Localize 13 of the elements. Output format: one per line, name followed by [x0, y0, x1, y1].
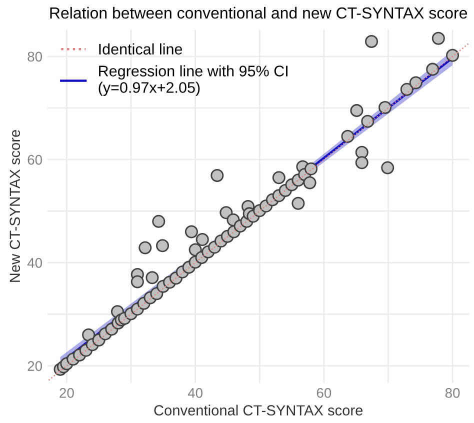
- y-tick-label: 60: [28, 154, 42, 165]
- x-tick-label: 60: [316, 388, 332, 398]
- legend-label: Identical line: [99, 43, 182, 55]
- y-axis-title: New CT-SYNTAX score: [10, 130, 20, 282]
- y-tick-label: 40: [27, 258, 42, 268]
- chart-title: Relation between conventional and new CT-SYNTAX score: [50, 6, 468, 19]
- y-tick-label: 20: [28, 361, 42, 371]
- y-tick-label: 80: [28, 52, 42, 62]
- legend-label: Regression line with 95% CI (y=0.97x+2.05): [98, 65, 288, 96]
- x-axis-title: Conventional CT-SYNTAX score: [154, 404, 363, 416]
- x-tick-label: 20: [60, 388, 74, 398]
- x-tick-label: 80: [445, 388, 460, 398]
- x-tick-label: 40: [188, 388, 202, 398]
